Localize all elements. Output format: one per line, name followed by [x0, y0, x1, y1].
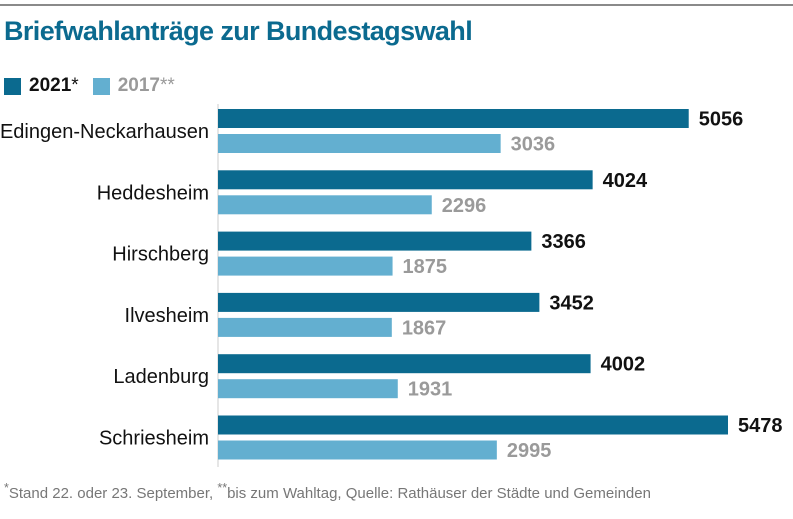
- category-label: Edingen-Neckarhausen: [0, 121, 209, 143]
- footnote: *Stand 22. oder 23. September, **bis zum…: [4, 481, 651, 502]
- bar-2017: [218, 134, 501, 153]
- data-label-2021: 3452: [549, 292, 594, 314]
- bar-2017: [218, 317, 392, 337]
- data-label-2021: 5478: [738, 415, 783, 437]
- legend-label-2021: 2021: [29, 75, 72, 96]
- legend: 2021 * 2017 **: [4, 75, 189, 97]
- data-label-2021: 3366: [541, 231, 586, 253]
- bar-2021: [218, 170, 593, 190]
- footnote-text-2: bis zum Wahltag, Quelle: Rathäuser der S…: [227, 485, 651, 502]
- bar-2021: [218, 109, 689, 128]
- data-label-2021: 4002: [601, 354, 646, 376]
- footnote-text-1: Stand 22. oder 23. September,: [8, 485, 218, 502]
- footnote-mark-2: **: [217, 481, 228, 495]
- chart-title: Briefwahlanträge zur Bundestagswahl: [4, 16, 473, 46]
- legend-mark-2017: **: [159, 75, 175, 96]
- data-label-2017: 2995: [507, 440, 551, 462]
- bar-2021: [218, 354, 591, 374]
- data-label-2017: 1931: [408, 379, 453, 401]
- data-label-2017: 1867: [402, 317, 447, 339]
- legend-mark-2021: *: [71, 75, 79, 96]
- bar-2021: [218, 292, 540, 312]
- footnote-mark-1: *: [4, 481, 9, 495]
- category-label: Schriesheim: [99, 428, 209, 450]
- data-label-2017: 2296: [442, 195, 487, 217]
- legend-item-2021: 2021 *: [4, 75, 79, 97]
- data-label-2021: 4024: [603, 170, 648, 192]
- data-label-2021: 5056: [699, 109, 744, 131]
- legend-label-2017: 2017: [117, 75, 160, 96]
- legend-item-2017: 2017 **: [92, 75, 175, 97]
- legend-swatch-2021: [4, 77, 21, 95]
- category-label: Heddesheim: [97, 182, 209, 204]
- category-label: Ilvesheim: [125, 305, 209, 327]
- bar-2017: [218, 440, 497, 460]
- bar-2017: [218, 195, 432, 215]
- bar-2017: [218, 256, 393, 276]
- category-label: Ladenburg: [113, 366, 209, 388]
- bar-2021: [218, 231, 532, 251]
- category-label: Hirschberg: [112, 244, 209, 266]
- bar-2017: [218, 379, 398, 399]
- title-rule: [0, 4, 793, 6]
- data-label-2017: 3036: [511, 134, 556, 156]
- bar-2021: [218, 415, 728, 435]
- legend-swatch-2017: [92, 77, 110, 95]
- data-label-2017: 1875: [403, 256, 448, 278]
